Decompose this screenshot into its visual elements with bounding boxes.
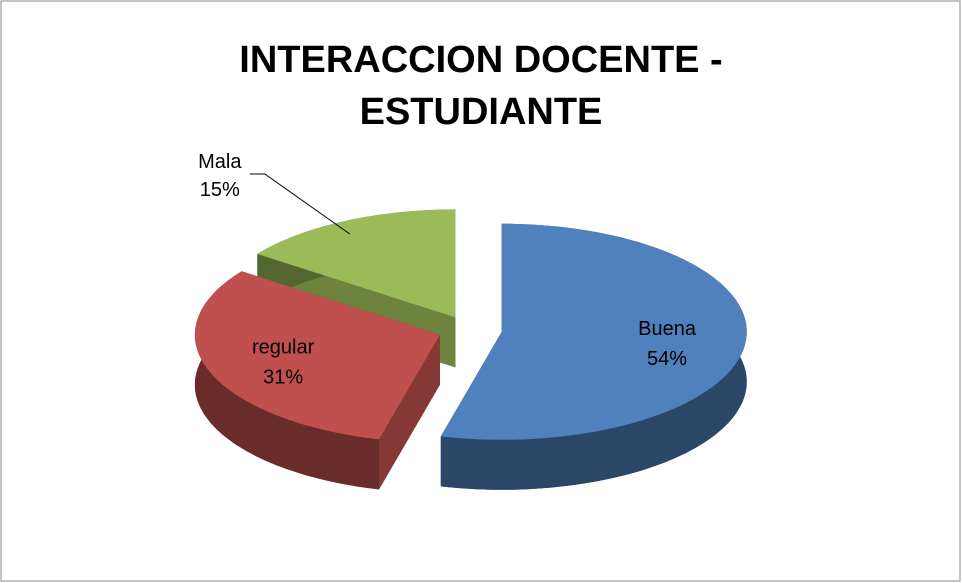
leader-line <box>249 173 351 235</box>
category-label: regular <box>252 337 315 359</box>
pie-slice <box>194 271 440 490</box>
value-label: 15% <box>200 179 240 201</box>
category-label: Mala <box>198 151 242 173</box>
category-label: Buena <box>638 318 697 340</box>
slice-outer-wall <box>194 271 379 490</box>
pie-slice <box>440 223 747 490</box>
slice <box>257 209 456 318</box>
value-label: 54% <box>647 348 687 370</box>
slice <box>440 223 747 440</box>
value-label: 31% <box>263 367 303 389</box>
slice <box>194 271 440 440</box>
chart-title: INTERACCION DOCENTE - ESTUDIANTE <box>239 39 723 133</box>
